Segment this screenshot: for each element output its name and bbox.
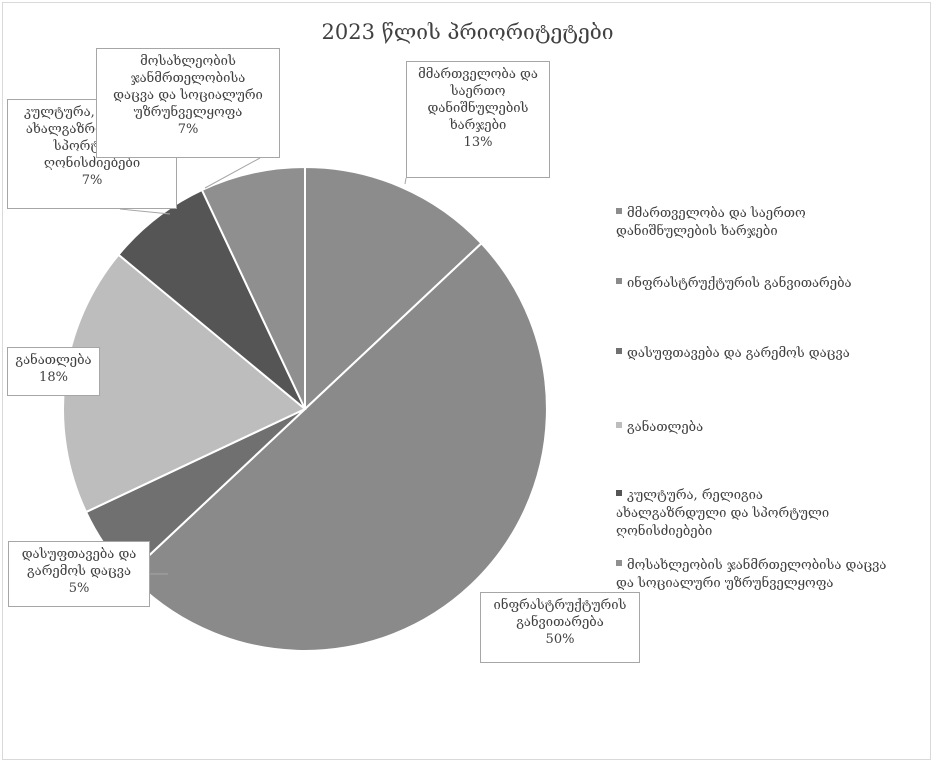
legend-item-label: ახალგაზრდული და სპორტული	[616, 506, 830, 521]
legend-item-label: განათლება	[616, 419, 928, 437]
data-label-line: უზრუნველყოფა	[133, 105, 243, 120]
data-label-line: ინფრასტრუქტურის	[493, 598, 627, 613]
data-label-2: ინფრასტრუქტურის განვითარება 50%	[480, 592, 640, 663]
data-label-line: განათლება	[15, 353, 92, 368]
legend-item-label: დანიშნულების ხარჯები	[616, 224, 778, 239]
legend-item-label: დასუფთავება და გარემოს დაცვა	[616, 345, 928, 363]
leader-line-5	[119, 208, 171, 215]
legend-swatch	[616, 489, 622, 496]
legend-item-label: კულტურა, რელიგია	[616, 487, 928, 505]
legend-item-3: დასუფთავება და გარემოს დაცვა	[616, 345, 928, 363]
data-label-line: განვითარება	[516, 615, 604, 630]
data-label-line: ღონისძიებები	[43, 156, 141, 171]
data-label-line: საერთო	[450, 84, 506, 99]
legend-item-label: და სოციალური უზრუნველყოფა	[616, 576, 834, 591]
legend-item-label: მმართველობა და საერთო	[616, 205, 928, 223]
legend-swatch	[616, 347, 622, 354]
legend-item-1: მმართველობა და საერთო დანიშნულების ხარჯებ…	[616, 205, 928, 241]
legend-swatch	[616, 421, 622, 428]
pie-slice-5	[117, 188, 306, 410]
data-label-4: განათლება 18%	[7, 347, 100, 396]
pie-slice-2	[127, 241, 548, 652]
data-label-line: დანიშნულების	[427, 101, 529, 116]
leader-line-6	[204, 157, 261, 189]
legend-swatch	[616, 559, 622, 566]
data-label-line: მოსახლეობის	[140, 54, 236, 69]
legend-item-label: ინფრასტრუქტურის განვითარება	[616, 275, 928, 293]
data-label-line: გარემოს დაცვა	[27, 564, 131, 579]
data-label-line: მმართველობა და	[418, 67, 538, 82]
legend-item-5: კულტურა, რელიგია ახალგაზრდული და სპორტული…	[616, 487, 928, 541]
data-label-line: დასუფთავება და	[21, 547, 137, 562]
data-label-percent: 13%	[463, 135, 493, 150]
data-label-percent: 7%	[81, 173, 103, 188]
data-label-3: დასუფთავება და გარემოს დაცვა 5%	[8, 541, 150, 607]
pie-slice-1	[304, 165, 483, 412]
data-label-line: ხარჯები	[449, 118, 507, 133]
chart-title: 2023 წლის პრიორიტეტები	[321, 20, 614, 44]
data-label-percent: 50%	[545, 632, 575, 647]
legend-item-4: განათლება	[616, 419, 928, 437]
legend-item-label: ღონისძიებები	[616, 524, 713, 539]
legend-item-2: ინფრასტრუქტურის განვითარება	[616, 275, 928, 293]
data-label-1: მმართველობა და საერთო დანიშნულების ხარჯები 1…	[406, 61, 550, 178]
data-label-percent: 18%	[39, 370, 68, 385]
pie-slice-6	[200, 165, 306, 410]
data-label-percent: 7%	[177, 122, 199, 137]
legend-item-label: მოსახლეობის ჯანმრთელობისა დაცვა	[616, 557, 928, 575]
data-label-percent: 5%	[68, 581, 90, 596]
legend-item-6: მოსახლეობის ჯანმრთელობისა დაცვა და სოციალ…	[616, 557, 928, 593]
leader-line-1	[404, 177, 407, 185]
data-label-line: ჯანმრთელობისა	[130, 71, 246, 86]
data-label-line: დაცვა და სოციალური	[113, 88, 263, 103]
legend-swatch	[616, 277, 622, 284]
data-label-6: მოსახლეობის ჯანმრთელობისა დაცვა და სოციალუ…	[96, 48, 280, 158]
legend-swatch	[616, 207, 622, 214]
